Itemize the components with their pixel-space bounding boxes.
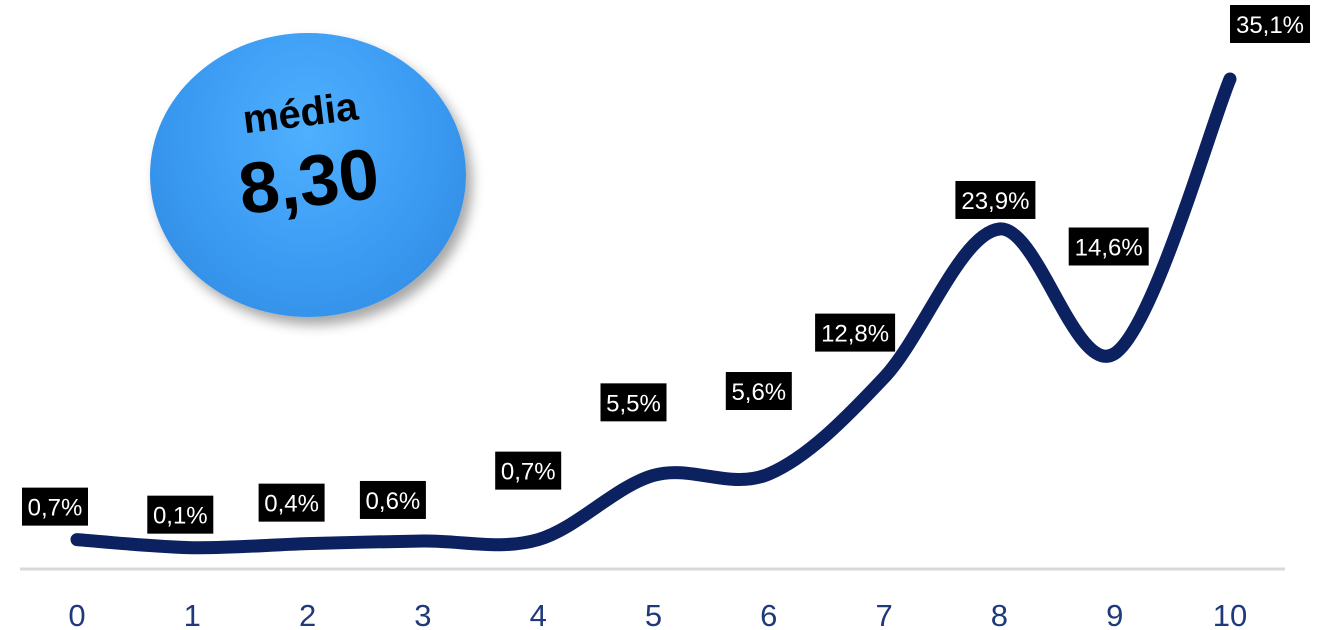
x-tick-label: 0 bbox=[68, 598, 85, 630]
data-label-text: 0,6% bbox=[366, 488, 421, 515]
x-tick-label: 9 bbox=[1106, 598, 1123, 630]
data-labels: 0,7% 0,1% 0,4% 0,6% 0,7% 5,5% 5,6% 12,8% 23,9% 14… bbox=[22, 5, 1310, 534]
data-label-text: 5,6% bbox=[731, 379, 786, 406]
average-badge-content: média 8,30 bbox=[134, 15, 482, 335]
data-label-text: 14,6% bbox=[1075, 235, 1143, 262]
data-label: 12,8% bbox=[815, 313, 896, 352]
data-label-box bbox=[495, 451, 562, 490]
data-label-box bbox=[1068, 227, 1149, 266]
data-label-box bbox=[725, 372, 792, 411]
x-tick-label: 3 bbox=[414, 598, 431, 630]
x-tick-label: 7 bbox=[875, 598, 892, 630]
x-tick-label: 4 bbox=[530, 598, 547, 630]
data-label-text: 0,7% bbox=[501, 459, 556, 486]
data-label-box bbox=[258, 483, 325, 522]
x-tick-label: 5 bbox=[645, 598, 662, 630]
data-label-box bbox=[359, 480, 426, 519]
x-tick-label: 6 bbox=[760, 598, 777, 630]
data-label-text: 23,9% bbox=[961, 188, 1029, 215]
data-label: 35,1% bbox=[1230, 5, 1310, 43]
x-tick-label: 2 bbox=[299, 598, 316, 630]
data-label: 14,6% bbox=[1068, 227, 1149, 266]
x-axis-ticks: 0 1 2 3 4 5 6 7 8 9 10 bbox=[68, 598, 1247, 630]
data-label: 23,9% bbox=[955, 180, 1036, 219]
data-label-box bbox=[600, 383, 667, 422]
data-label-text: 0,1% bbox=[153, 503, 208, 530]
data-label-box bbox=[22, 487, 88, 526]
x-tick-label: 1 bbox=[184, 598, 201, 630]
data-label-box bbox=[1230, 5, 1310, 43]
data-label: 0,7% bbox=[22, 487, 88, 526]
data-label-box bbox=[815, 313, 896, 352]
series-line bbox=[70, 72, 1237, 555]
data-label-text: 5,5% bbox=[606, 390, 661, 417]
data-label-box bbox=[147, 495, 214, 534]
data-label: 0,1% bbox=[147, 495, 214, 534]
average-badge: média 8,30 bbox=[150, 33, 466, 317]
x-tick-label: 10 bbox=[1213, 598, 1247, 630]
data-label: 5,6% bbox=[725, 372, 792, 411]
data-label: 0,7% bbox=[495, 451, 562, 490]
x-tick-label: 8 bbox=[991, 598, 1008, 630]
data-label-text: 12,8% bbox=[821, 321, 889, 348]
data-label: 5,5% bbox=[600, 383, 667, 422]
data-label-text: 0,4% bbox=[264, 491, 319, 518]
data-label: 0,4% bbox=[258, 483, 325, 522]
data-label: 0,6% bbox=[359, 480, 426, 519]
data-label-text: 0,7% bbox=[28, 495, 83, 522]
data-label-box bbox=[955, 180, 1036, 219]
data-label-text: 35,1% bbox=[1236, 12, 1304, 39]
